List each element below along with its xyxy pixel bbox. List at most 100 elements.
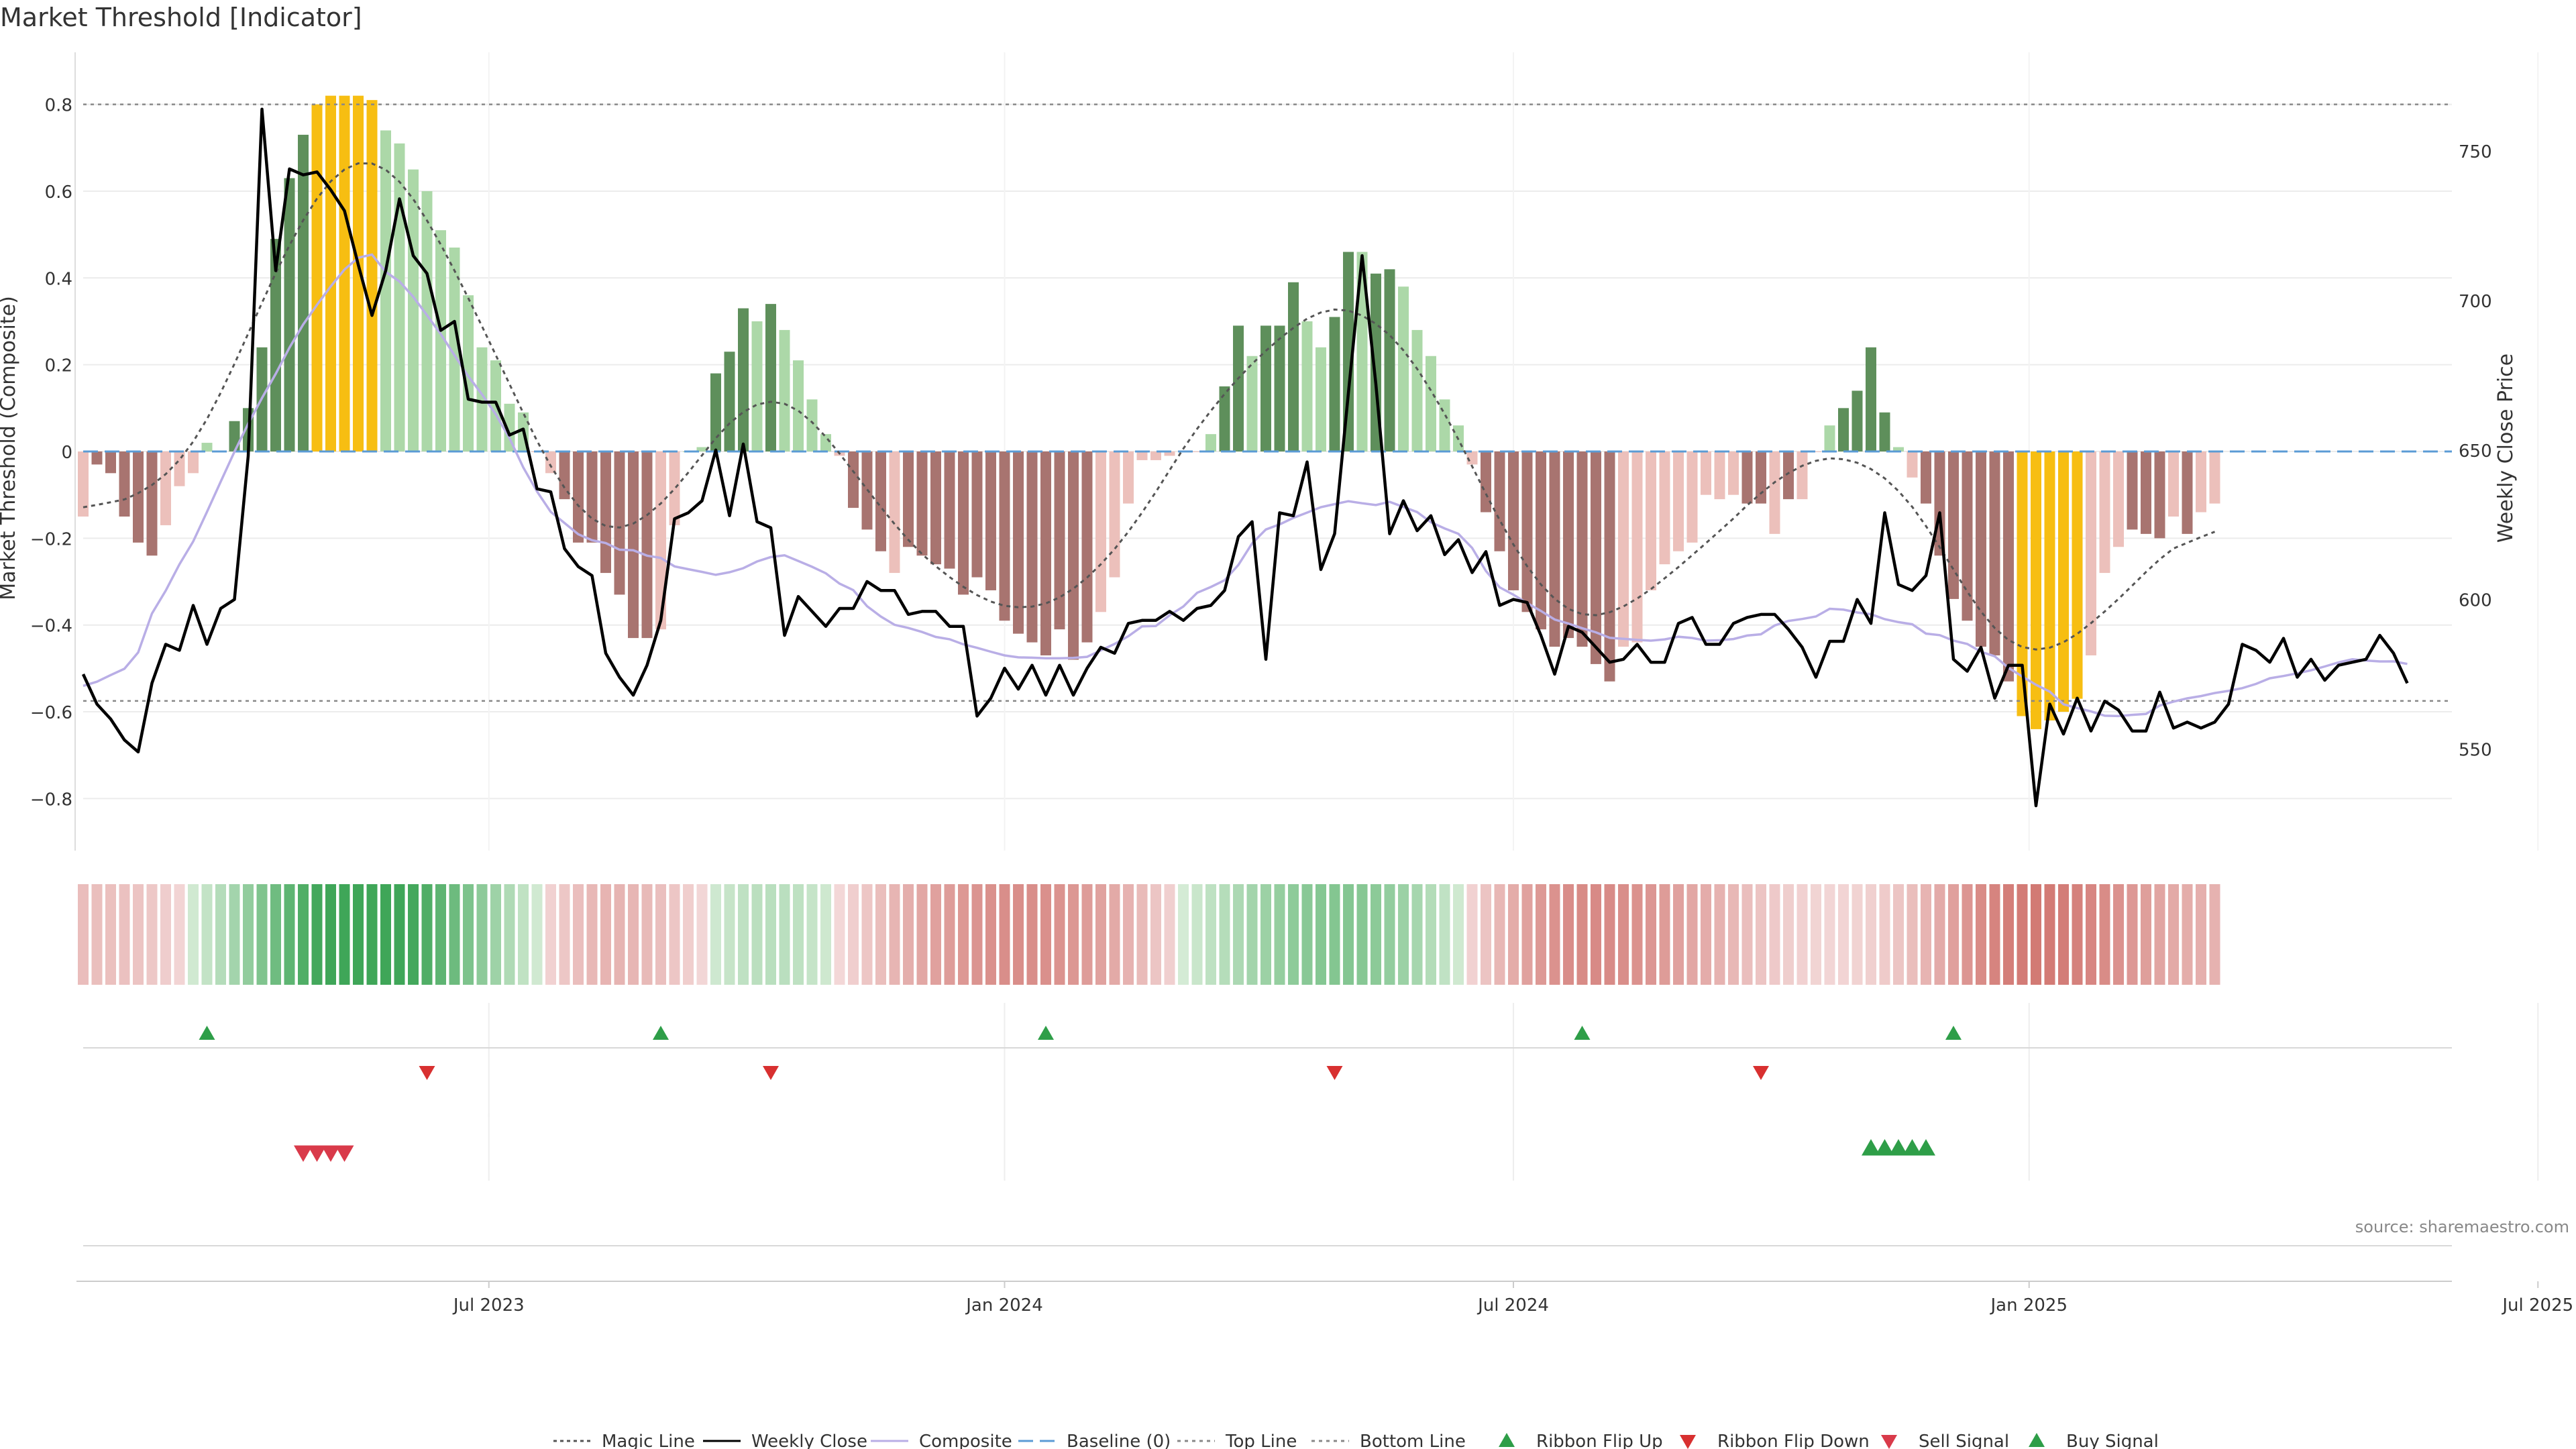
composite-bar <box>2072 451 2083 699</box>
composite-bar <box>1343 252 1354 451</box>
composite-bar <box>614 451 625 595</box>
composite-bar <box>2182 451 2193 534</box>
ribbon-cell <box>188 884 199 985</box>
composite-bar <box>160 451 171 525</box>
composite-bar <box>1701 451 1711 495</box>
composite-bar <box>1549 451 1560 647</box>
ribbon-cell <box>1618 884 1629 985</box>
composite-bar <box>504 403 515 451</box>
composite-bar <box>1219 386 1230 451</box>
ribbon-cell <box>1756 884 1766 985</box>
composite-bar <box>545 451 556 474</box>
composite-bar <box>889 451 900 574</box>
ribbon-cell <box>1948 884 1959 985</box>
ribbon-cell <box>1453 884 1464 985</box>
y-tick-label: 0.4 <box>45 269 72 289</box>
x-tick-label: Jul 2023 <box>452 1295 525 1316</box>
ribbon-cell <box>394 884 405 985</box>
buy-signal-marker <box>1862 1139 1880 1156</box>
ribbon-cell <box>229 884 240 985</box>
legend-label-baseline: Baseline (0) <box>1067 1432 1171 1449</box>
ribbon-cell <box>1426 884 1436 985</box>
ribbon-cell <box>2182 884 2193 985</box>
legend-label-bottom: Bottom Line <box>1360 1432 1466 1449</box>
ribbon-cell <box>1962 884 1973 985</box>
ribbon-cell <box>1686 884 1698 985</box>
composite-bar <box>1481 451 1491 513</box>
ribbon-cell <box>1205 884 1216 985</box>
composite-bar <box>1563 451 1574 639</box>
legend-label-composite: Composite <box>919 1432 1012 1449</box>
sell-signal-marker <box>335 1145 354 1162</box>
ribbon-cell <box>1013 884 1024 985</box>
composite-bar <box>408 169 419 451</box>
ribbon-cell <box>1838 884 1849 985</box>
composite-bar <box>1109 451 1120 578</box>
composite-bar <box>1576 451 1588 647</box>
composite-bar <box>1756 451 1766 504</box>
ribbon-cell <box>1233 884 1244 985</box>
ribbon-cell <box>1701 884 1711 985</box>
ribbon-cell <box>710 884 721 985</box>
composite-bar <box>875 451 886 551</box>
composite-bar <box>119 451 130 517</box>
ribbon-cell <box>2196 884 2206 985</box>
composite-bar <box>2168 451 2179 517</box>
composite-bar <box>1741 451 1753 504</box>
ribbon-cell <box>820 884 831 985</box>
ribbon-cell <box>298 884 309 985</box>
composite-bar <box>971 451 983 578</box>
ribbon-flip-up-marker <box>1945 1026 1962 1040</box>
ribbon-cell <box>518 884 529 985</box>
composite-bar <box>2031 451 2041 729</box>
axes: 0.8 0.6 0.4 0.2 0 −0.2 −0.4 −0.6 −0.8 750 700 650 60… <box>30 52 2573 1316</box>
composite-bar <box>600 451 611 574</box>
ribbon-cell <box>2209 884 2220 985</box>
composite-bar <box>2113 451 2124 547</box>
ribbon-cell <box>91 884 103 985</box>
ribbon-cell <box>1288 884 1299 985</box>
ribbon-cell <box>243 884 254 985</box>
composite-bar <box>91 451 103 465</box>
weekly-close-line <box>81 107 2409 808</box>
composite-bar <box>201 443 213 451</box>
ribbon-cell <box>1907 884 1918 985</box>
y2-tick-label: 650 <box>2459 441 2492 462</box>
ribbon-cell <box>1769 884 1780 985</box>
composite-bar <box>1329 317 1340 451</box>
composite-bar <box>1191 451 1203 452</box>
legend-label-buy: Buy Signal <box>2066 1432 2159 1449</box>
composite-bar <box>586 451 598 543</box>
y2-axis-label: Weekly Close Price <box>2494 354 2518 543</box>
composite-bar <box>641 451 653 639</box>
ribbon-cell <box>1054 884 1065 985</box>
ribbon-cell <box>683 884 694 985</box>
ribbon-cell <box>1411 884 1423 985</box>
ribbon-flip-down-marker <box>763 1066 779 1080</box>
chart-title: Market Threshold [Indicator] <box>0 3 362 32</box>
ribbon-cell <box>586 884 598 985</box>
ribbon-cell <box>628 884 639 985</box>
ribbon-cell <box>463 884 474 985</box>
composite-bar <box>1411 329 1423 451</box>
ribbon-cell <box>1246 884 1258 985</box>
ribbon-cell <box>1384 884 1395 985</box>
signal-panels <box>199 1026 1962 1162</box>
ribbon-cell <box>1521 884 1533 985</box>
composite-bar <box>380 130 391 452</box>
composite-bar <box>435 230 446 451</box>
composite-bar <box>1150 451 1161 460</box>
ribbon-cell <box>408 884 419 985</box>
ribbon-cell <box>545 884 556 985</box>
composite-bar <box>1618 451 1629 647</box>
legend-label-flip_up: Ribbon Flip Up <box>1536 1432 1663 1449</box>
ribbon-cell <box>380 884 391 985</box>
composite-bar <box>1796 451 1808 500</box>
ribbon-cell <box>1811 884 1821 985</box>
ribbon-cell <box>751 884 763 985</box>
y-tick-label: −0.8 <box>30 790 72 810</box>
ribbon-cell <box>2031 884 2041 985</box>
composite-bar <box>2099 451 2110 574</box>
ribbon-cell <box>1466 884 1478 985</box>
ribbon-cell <box>779 884 790 985</box>
